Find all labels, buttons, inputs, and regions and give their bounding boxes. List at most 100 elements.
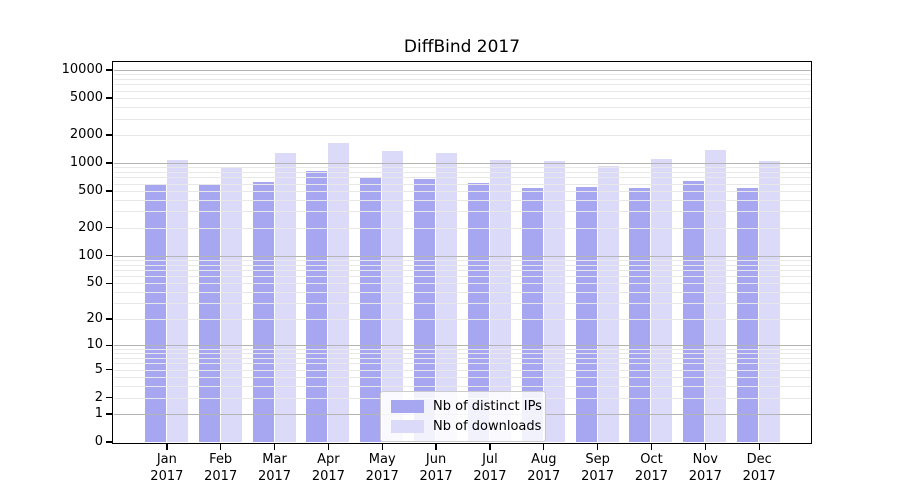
gridline-major: [113, 162, 811, 164]
x-tick-label: Jan 2017: [135, 451, 199, 485]
gridline-minor: [113, 84, 811, 86]
x-tick-year: 2017: [634, 469, 668, 484]
gridline-minor: [113, 227, 811, 229]
bar-distinct-ips: [360, 177, 382, 443]
x-tick-label: Mar 2017: [243, 451, 307, 485]
bar-downloads: [220, 166, 242, 443]
x-tick-month: Jun: [425, 452, 447, 467]
x-tick-label: Nov 2017: [673, 451, 737, 485]
gridline-minor: [113, 199, 811, 201]
bar-distinct-ips: [144, 184, 166, 443]
gridline-minor: [113, 264, 811, 266]
x-tick-year: 2017: [365, 469, 399, 484]
legend-item-distinct-ips: Nb of distinct IPs: [391, 398, 542, 415]
y-tick-label: 1000: [69, 154, 103, 170]
x-tick-label: Jun 2017: [404, 451, 468, 485]
x-tick-mark: [543, 444, 545, 450]
y-tick-mark: [105, 413, 113, 415]
y-tick-mark: [105, 190, 113, 192]
bar-downloads: [382, 150, 404, 443]
bar-distinct-ips: [414, 178, 436, 443]
y-tick-label: 10: [86, 337, 103, 353]
gridline-minor: [113, 211, 811, 213]
legend: Nb of distinct IPs Nb of downloads: [380, 391, 546, 442]
bar-distinct-ips: [521, 187, 543, 443]
legend-item-downloads: Nb of downloads: [391, 418, 541, 435]
y-tick-label: 2000: [69, 126, 103, 142]
chart-title: DiffBind 2017: [403, 37, 521, 57]
x-tick-mark: [327, 444, 330, 450]
x-tick-label: Dec 2017: [727, 451, 791, 485]
y-tick-mark: [105, 254, 113, 257]
gridline-minor: [113, 319, 811, 321]
gridline-major: [113, 345, 811, 347]
x-tick-mark: [220, 444, 222, 450]
gridline-minor: [113, 376, 811, 378]
x-tick-mark: [597, 444, 599, 450]
x-tick-mark: [704, 444, 706, 450]
x-tick-month: Mar: [262, 452, 287, 467]
y-tick-mark: [105, 441, 113, 443]
gridline-minor: [113, 303, 811, 305]
gridline-minor: [113, 97, 811, 99]
bar-distinct-ips: [575, 187, 597, 443]
x-tick-mark: [435, 444, 437, 450]
y-tick-mark: [105, 318, 113, 320]
x-tick-month: Dec: [746, 452, 772, 467]
y-tick-mark: [105, 344, 113, 346]
bar-downloads: [166, 159, 188, 443]
x-tick-year: 2017: [311, 469, 345, 484]
x-tick-year: 2017: [527, 469, 561, 484]
y-tick-mark: [105, 162, 113, 164]
x-tick-month: Sep: [585, 452, 610, 467]
bar-distinct-ips: [306, 170, 328, 443]
gridline-minor: [113, 167, 811, 169]
gridline-minor: [113, 106, 811, 108]
gridline-minor: [113, 292, 811, 293]
x-tick-month: Apr: [317, 452, 340, 467]
y-tick-label: 5000: [69, 89, 103, 105]
y-tick-mark: [105, 97, 113, 99]
y-tick-label: 1: [94, 406, 103, 421]
bar-downloads: [543, 160, 565, 443]
y-tick-label: 200: [78, 219, 103, 235]
gridline-minor: [113, 269, 811, 271]
x-tick-label: Apr 2017: [296, 451, 360, 485]
y-tick-mark: [105, 227, 113, 229]
bar-downloads: [759, 160, 781, 443]
legend-swatch-downloads-icon: [391, 420, 424, 433]
y-tick-mark: [105, 397, 113, 399]
x-tick-month: Oct: [640, 452, 663, 467]
gridline-minor: [113, 118, 811, 120]
gridline-minor: [113, 177, 811, 179]
gridline-minor: [113, 369, 811, 371]
gridline-minor: [113, 353, 811, 355]
x-tick-year: 2017: [419, 469, 453, 484]
x-tick-mark: [489, 444, 491, 450]
bar-downloads: [651, 158, 673, 443]
x-tick-month: May: [368, 452, 396, 467]
gridline-minor: [113, 74, 811, 76]
x-tick-year: 2017: [257, 469, 292, 484]
gridline-major: [113, 69, 811, 71]
x-tick-month: Nov: [692, 452, 718, 467]
x-tick-year: 2017: [688, 469, 722, 484]
y-tick-mark: [105, 69, 113, 71]
x-tick-year: 2017: [742, 469, 776, 484]
legend-swatch-distinct-ips-icon: [391, 400, 424, 413]
x-tick-month: Aug: [531, 452, 557, 467]
y-tick-label: 5: [94, 361, 103, 377]
gridline-minor: [113, 283, 811, 285]
x-tick-label: May 2017: [350, 451, 414, 485]
x-tick-label: Aug 2017: [512, 451, 576, 485]
y-tick-label: 100: [78, 247, 103, 263]
y-tick-mark: [105, 134, 113, 136]
x-tick-year: 2017: [581, 469, 615, 484]
gridline-minor: [113, 349, 811, 350]
gridline-minor: [113, 79, 811, 80]
gridline-minor: [113, 259, 811, 261]
y-tick-label: 10000: [61, 61, 103, 77]
